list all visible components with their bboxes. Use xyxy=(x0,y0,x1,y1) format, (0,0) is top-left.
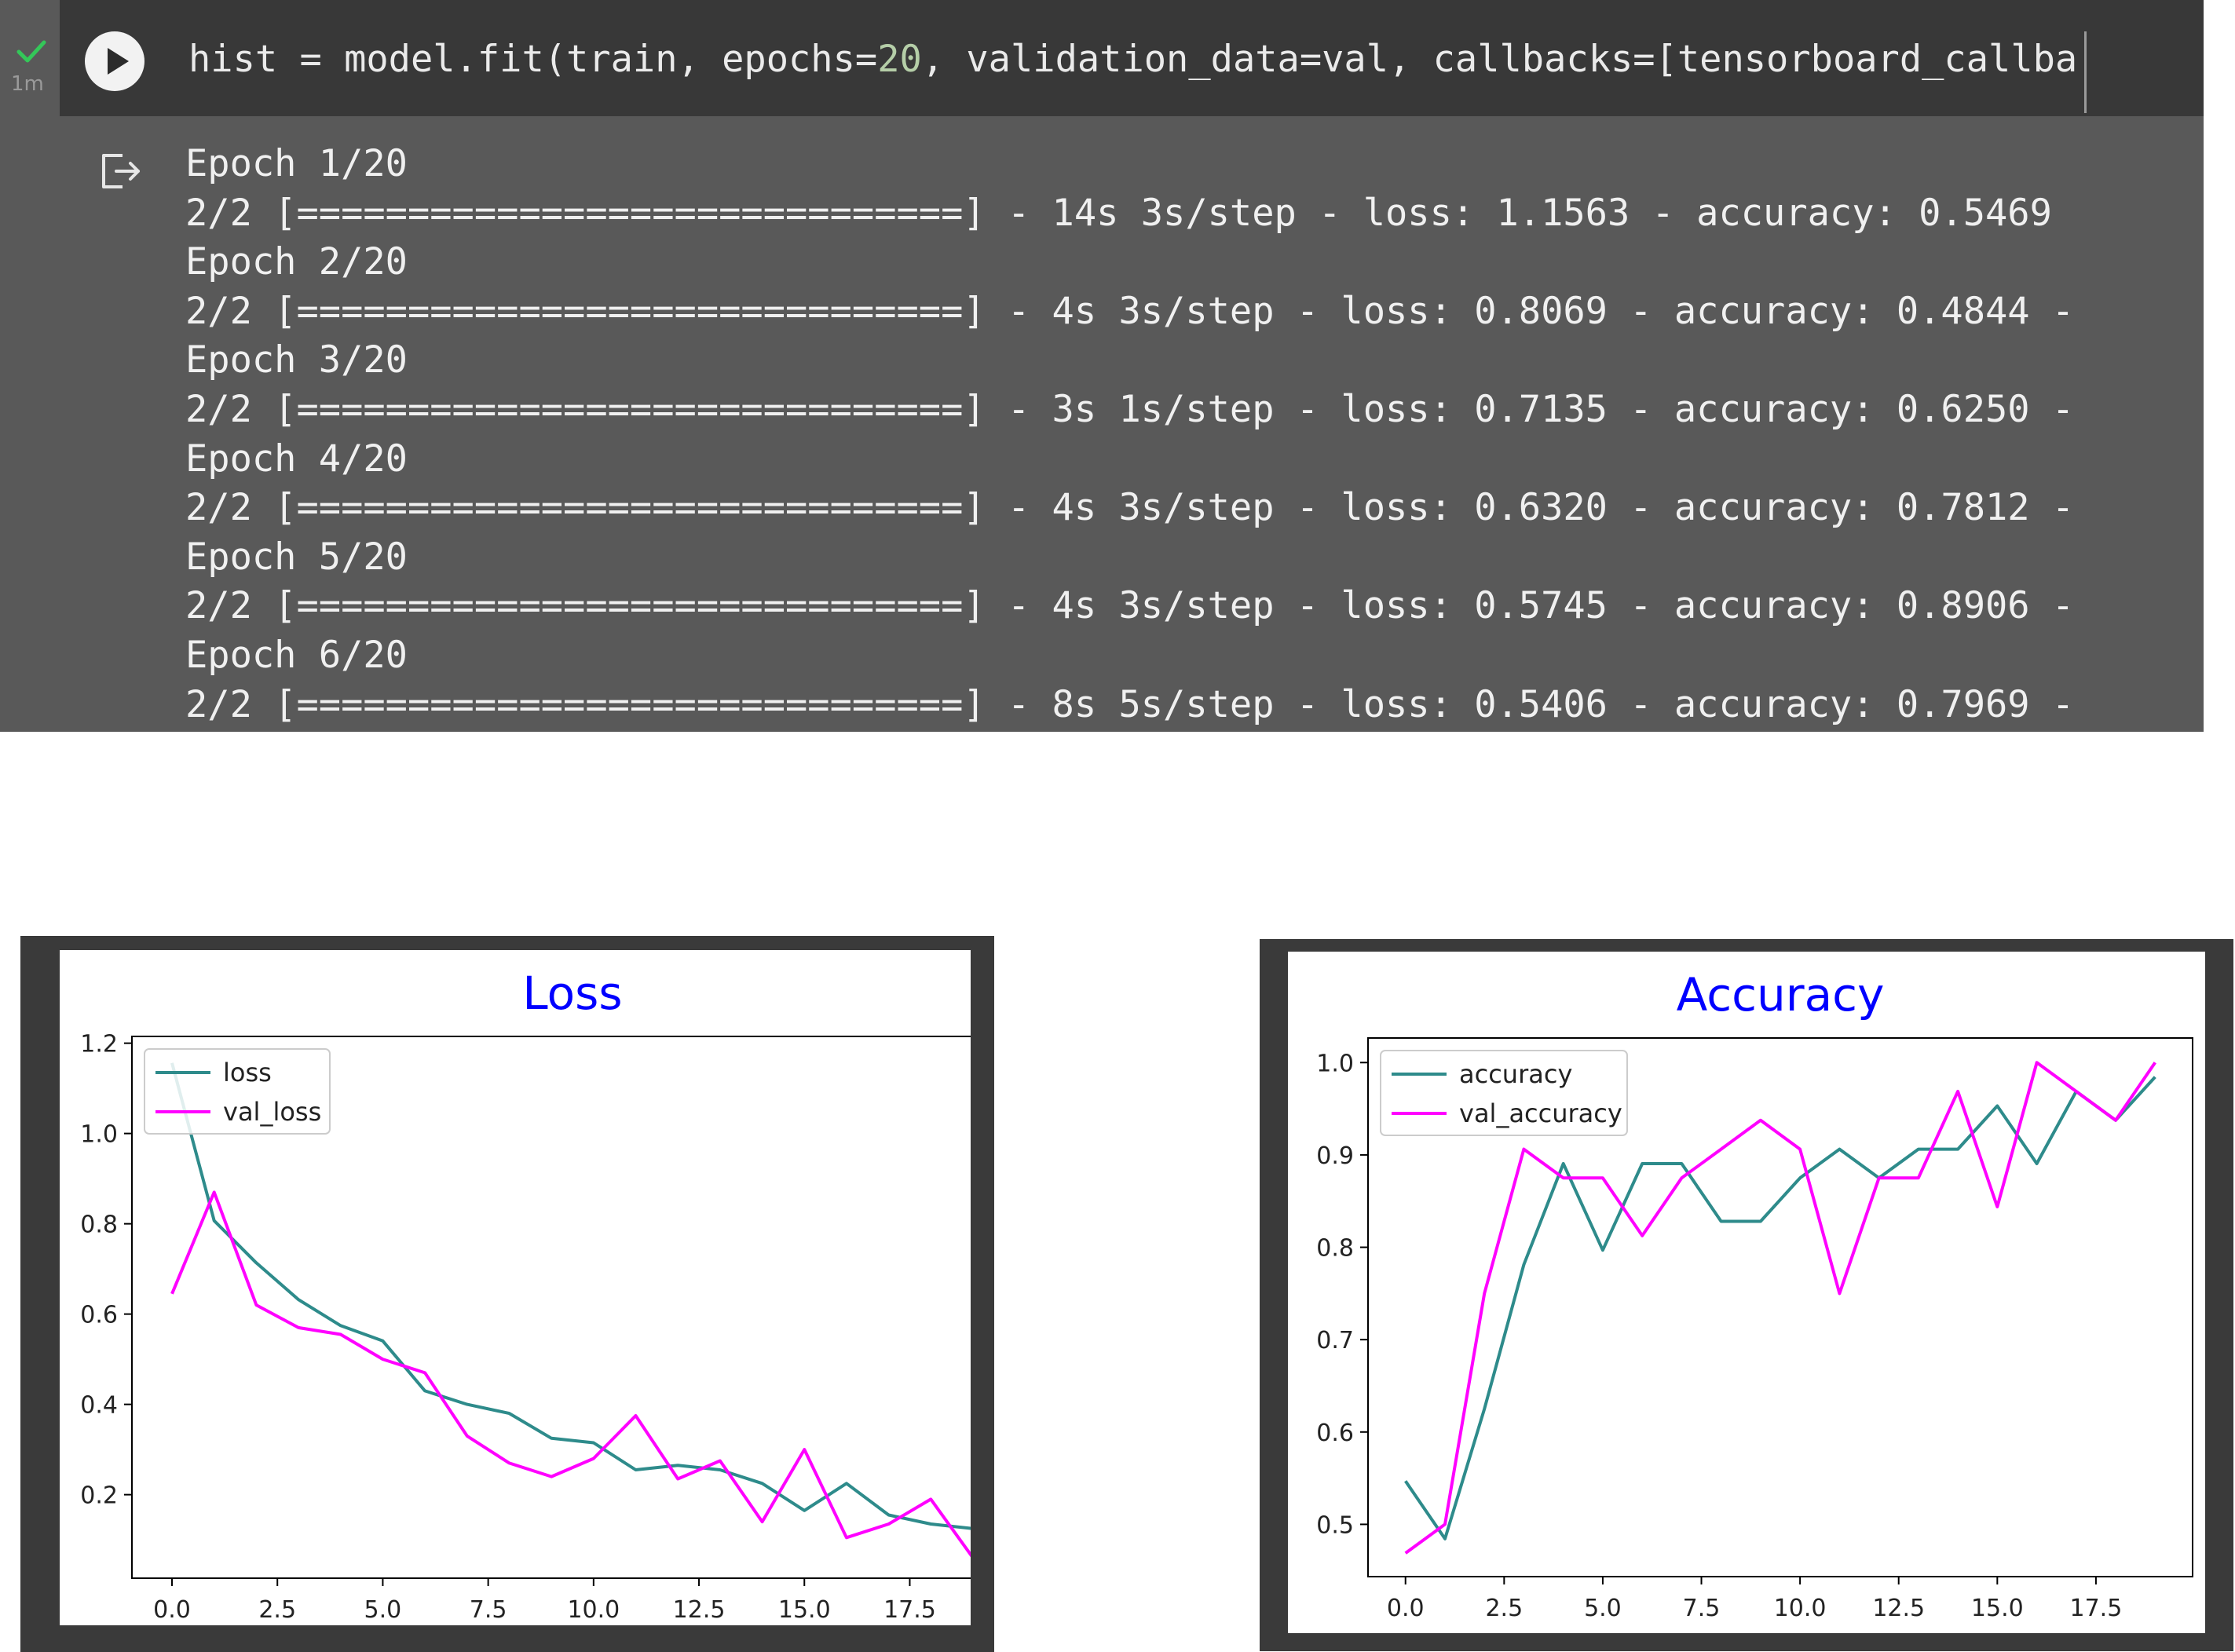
output-line: 2/2 [==============================] - 4… xyxy=(185,584,2075,628)
x-tick-label: 0.0 xyxy=(1387,1595,1425,1622)
output-redirect-icon[interactable] xyxy=(99,149,143,193)
check-icon xyxy=(16,40,46,63)
x-tick-label: 10.0 xyxy=(1774,1595,1827,1622)
run-cell-button[interactable] xyxy=(85,31,144,91)
y-tick-label: 0.8 xyxy=(80,1212,118,1239)
y-tick-label: 0.9 xyxy=(1316,1142,1354,1170)
cell-gutter: 1m xyxy=(0,0,60,732)
x-tick-label: 5.0 xyxy=(1584,1595,1622,1622)
series-line-val-accuracy xyxy=(1404,1061,2156,1555)
code-text: hist = model.fit(train, epochs= xyxy=(188,38,878,81)
legend-label: val_accuracy xyxy=(1459,1098,1622,1128)
y-tick-label: 1.0 xyxy=(1316,1050,1354,1077)
output-line: Epoch 4/20 xyxy=(185,437,408,481)
y-tick-label: 1.0 xyxy=(80,1121,118,1149)
y-tick-label: 0.4 xyxy=(80,1392,118,1420)
x-tick-label: 7.5 xyxy=(470,1596,507,1624)
output-line: Epoch 5/20 xyxy=(185,535,408,579)
y-tick-label: 0.7 xyxy=(1316,1327,1354,1354)
x-tick-label: 0.0 xyxy=(153,1596,191,1624)
y-tick-label: 0.6 xyxy=(1316,1420,1354,1447)
legend-label: loss xyxy=(223,1058,272,1087)
output-line: 2/2 [==============================] - 1… xyxy=(185,191,2052,235)
x-tick-label: 2.5 xyxy=(258,1596,296,1624)
output-line: 2/2 [==============================] - 8… xyxy=(185,682,2075,726)
output-line: Epoch 1/20 xyxy=(185,142,408,185)
y-tick-label: 0.6 xyxy=(80,1302,118,1329)
x-tick-label: 17.5 xyxy=(883,1596,936,1624)
text-cursor xyxy=(2084,31,2087,113)
legend-label: val_loss xyxy=(223,1097,321,1127)
x-tick-label: 15.0 xyxy=(1971,1595,2024,1622)
x-tick-label: 12.5 xyxy=(673,1596,726,1624)
output-line: Epoch 3/20 xyxy=(185,338,408,382)
code-number: 20 xyxy=(877,38,922,81)
x-tick-label: 10.0 xyxy=(567,1596,620,1624)
x-tick-label: 17.5 xyxy=(2070,1595,2123,1622)
x-tick-label: 5.0 xyxy=(364,1596,402,1624)
series-line-accuracy xyxy=(1404,1076,2156,1541)
x-tick-label: 15.0 xyxy=(778,1596,831,1624)
play-icon xyxy=(108,48,129,75)
axes-frame xyxy=(1367,1037,2193,1577)
x-tick-label: 12.5 xyxy=(1872,1595,1925,1622)
execution-time: 1m xyxy=(11,72,44,96)
accuracy-chart: Accuracy 0.0 2.5 5.0 7.5 10.0 12.5 15.0 17.5 0.5 0… xyxy=(1316,968,2193,1622)
cell-output: Epoch 1/20 2/2 [=========================… xyxy=(185,140,2074,729)
axes-frame xyxy=(131,1036,971,1579)
output-line: 2/2 [==============================] - 3… xyxy=(185,387,2075,431)
notebook-cell: hist = model.fit(train, epochs=20, valid… xyxy=(0,0,2204,732)
output-line: 2/2 [==============================] - 4… xyxy=(185,289,2075,333)
y-tick-label: 0.8 xyxy=(1316,1235,1354,1263)
y-tick-label: 0.5 xyxy=(1316,1511,1354,1539)
code-text-rest: , validation_data=val, callbacks=[tensor… xyxy=(921,38,2078,81)
chart-title: Loss xyxy=(522,967,622,1020)
code-line[interactable]: hist = model.fit(train, epochs=20, valid… xyxy=(188,35,2077,85)
y-tick-label: 1.2 xyxy=(80,1031,118,1058)
series-line-loss xyxy=(170,1062,971,1530)
code-editor[interactable]: hist = model.fit(train, epochs=20, valid… xyxy=(0,0,2204,116)
output-line: Epoch 2/20 xyxy=(185,240,408,284)
x-tick-label: 7.5 xyxy=(1683,1595,1721,1622)
series-line-val-loss xyxy=(170,1190,971,1558)
loss-chart: Loss 0.0 2.5 5.0 7.5 10.0 12.5 15.0 17.5 0.2 0.4 0.… xyxy=(80,967,971,1624)
y-tick-label: 0.2 xyxy=(80,1482,118,1510)
x-tick-label: 2.5 xyxy=(1485,1595,1523,1622)
chart-title: Accuracy xyxy=(1677,968,1885,1022)
output-line: 2/2 [==============================] - 4… xyxy=(185,486,2075,530)
legend-label: accuracy xyxy=(1459,1059,1572,1089)
output-line: Epoch 6/20 xyxy=(185,633,408,677)
